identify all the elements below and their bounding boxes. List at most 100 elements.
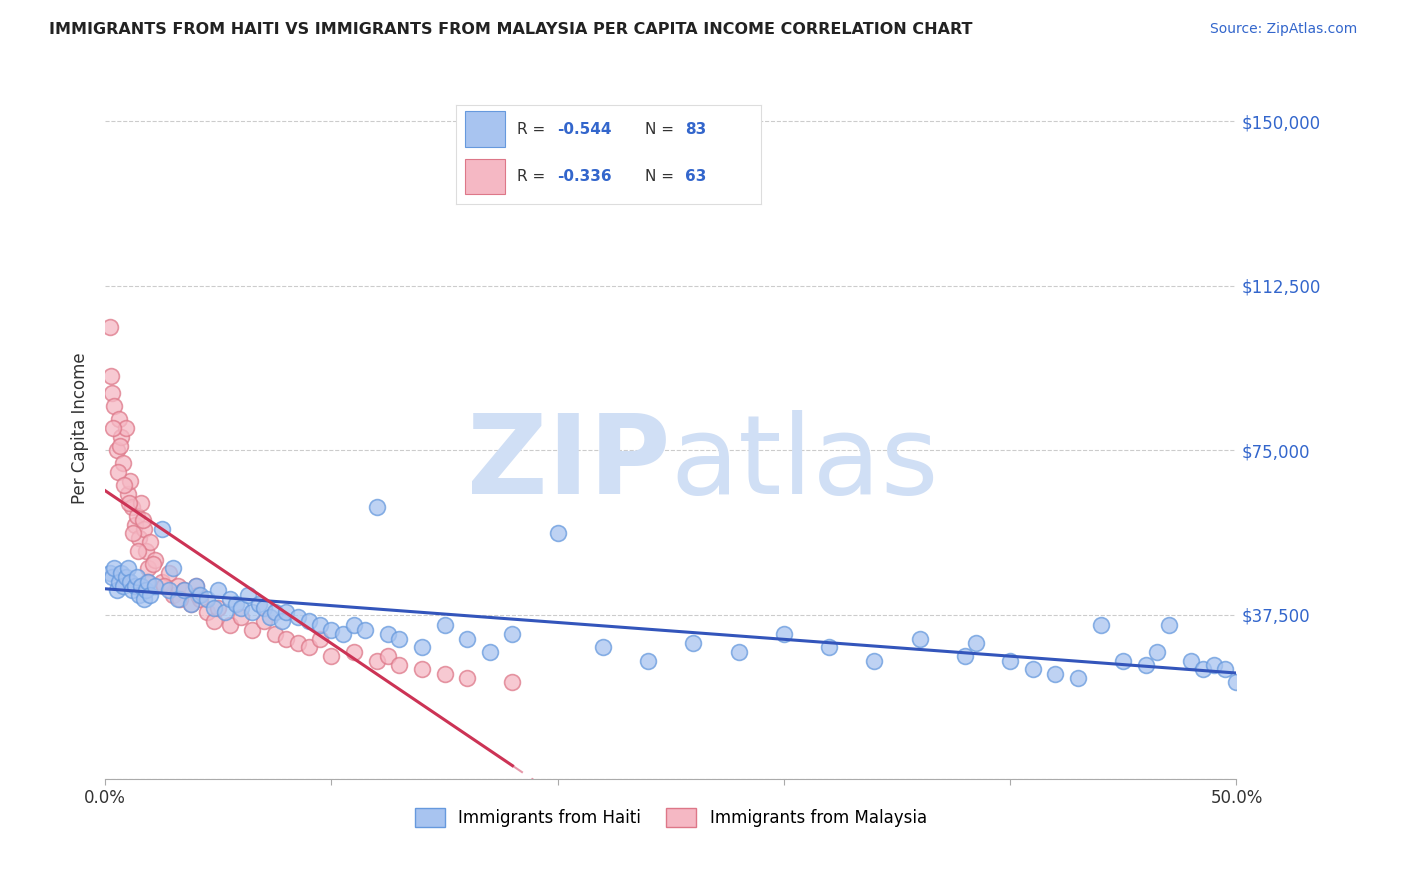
Point <box>456 632 478 646</box>
Point <box>1213 662 1236 676</box>
Point <box>229 601 252 615</box>
Point <box>125 508 148 523</box>
Text: IMMIGRANTS FROM HAITI VS IMMIGRANTS FROM MALAYSIA PER CAPITA INCOME CORRELATION : IMMIGRANTS FROM HAITI VS IMMIGRANTS FROM… <box>49 22 973 37</box>
Point <box>139 588 162 602</box>
Point <box>388 657 411 672</box>
Point <box>240 605 263 619</box>
Point <box>377 649 399 664</box>
Point <box>478 645 501 659</box>
Point <box>184 579 207 593</box>
Point <box>101 421 124 435</box>
Point <box>98 566 121 580</box>
Legend: Immigrants from Haiti, Immigrants from Malaysia: Immigrants from Haiti, Immigrants from M… <box>408 801 934 834</box>
Point <box>1022 662 1045 676</box>
Point <box>202 614 225 628</box>
Point <box>411 640 433 655</box>
Point <box>501 627 523 641</box>
Point <box>1112 654 1135 668</box>
Point <box>1146 645 1168 659</box>
Point <box>101 570 124 584</box>
Point <box>343 618 366 632</box>
Point <box>117 561 139 575</box>
Point <box>214 605 236 619</box>
Point <box>433 618 456 632</box>
Point <box>162 588 184 602</box>
Point <box>218 592 240 607</box>
Point <box>112 579 135 593</box>
Point <box>173 583 195 598</box>
Text: Source: ZipAtlas.com: Source: ZipAtlas.com <box>1209 22 1357 37</box>
Point <box>132 592 155 607</box>
Point <box>1157 618 1180 632</box>
Point <box>157 583 180 598</box>
Point <box>98 320 121 334</box>
Point <box>1180 654 1202 668</box>
Point <box>121 583 143 598</box>
Point <box>110 566 132 580</box>
Point <box>270 614 292 628</box>
Point <box>150 574 173 589</box>
Point <box>247 597 270 611</box>
Point <box>131 513 153 527</box>
Point <box>908 632 931 646</box>
Point <box>180 597 202 611</box>
Point <box>114 421 136 435</box>
Point <box>117 487 139 501</box>
Point <box>114 570 136 584</box>
Point <box>131 579 153 593</box>
Point <box>187 588 209 602</box>
Point <box>1090 618 1112 632</box>
Point <box>135 583 157 598</box>
Point <box>456 671 478 685</box>
Point <box>105 443 128 458</box>
Point <box>128 588 150 602</box>
Point <box>252 601 274 615</box>
Point <box>184 579 207 593</box>
Point <box>107 574 129 589</box>
Point <box>127 544 149 558</box>
Point <box>114 478 136 492</box>
Point <box>157 566 180 580</box>
Point <box>240 623 263 637</box>
Point <box>166 592 188 607</box>
Point <box>112 456 135 470</box>
Point <box>592 640 614 655</box>
Point <box>276 605 298 619</box>
Point <box>309 632 332 646</box>
Point <box>188 592 211 607</box>
Point <box>136 574 159 589</box>
Point <box>124 517 146 532</box>
Point <box>162 561 184 575</box>
Y-axis label: Per Capita Income: Per Capita Income <box>72 352 89 504</box>
Point <box>100 368 122 383</box>
Point <box>136 574 159 589</box>
Point <box>309 618 332 632</box>
Point <box>122 526 145 541</box>
Point <box>173 583 195 598</box>
Point <box>1191 662 1213 676</box>
Point <box>332 627 354 641</box>
Point <box>107 465 129 479</box>
Point <box>1225 675 1247 690</box>
Point <box>188 588 211 602</box>
Point <box>124 579 146 593</box>
Point <box>773 627 796 641</box>
Point <box>236 588 259 602</box>
Point <box>366 654 388 668</box>
Point <box>128 531 150 545</box>
Point <box>321 623 343 637</box>
Point <box>108 439 131 453</box>
Point <box>1067 671 1090 685</box>
Point <box>1135 657 1157 672</box>
Point <box>259 609 281 624</box>
Point <box>298 614 321 628</box>
Point <box>136 561 159 575</box>
Point <box>207 601 229 615</box>
Point <box>132 522 155 536</box>
Point <box>207 583 229 598</box>
Point <box>264 627 287 641</box>
Point <box>139 535 162 549</box>
Point <box>180 597 202 611</box>
Point <box>107 412 129 426</box>
Point <box>818 640 841 655</box>
